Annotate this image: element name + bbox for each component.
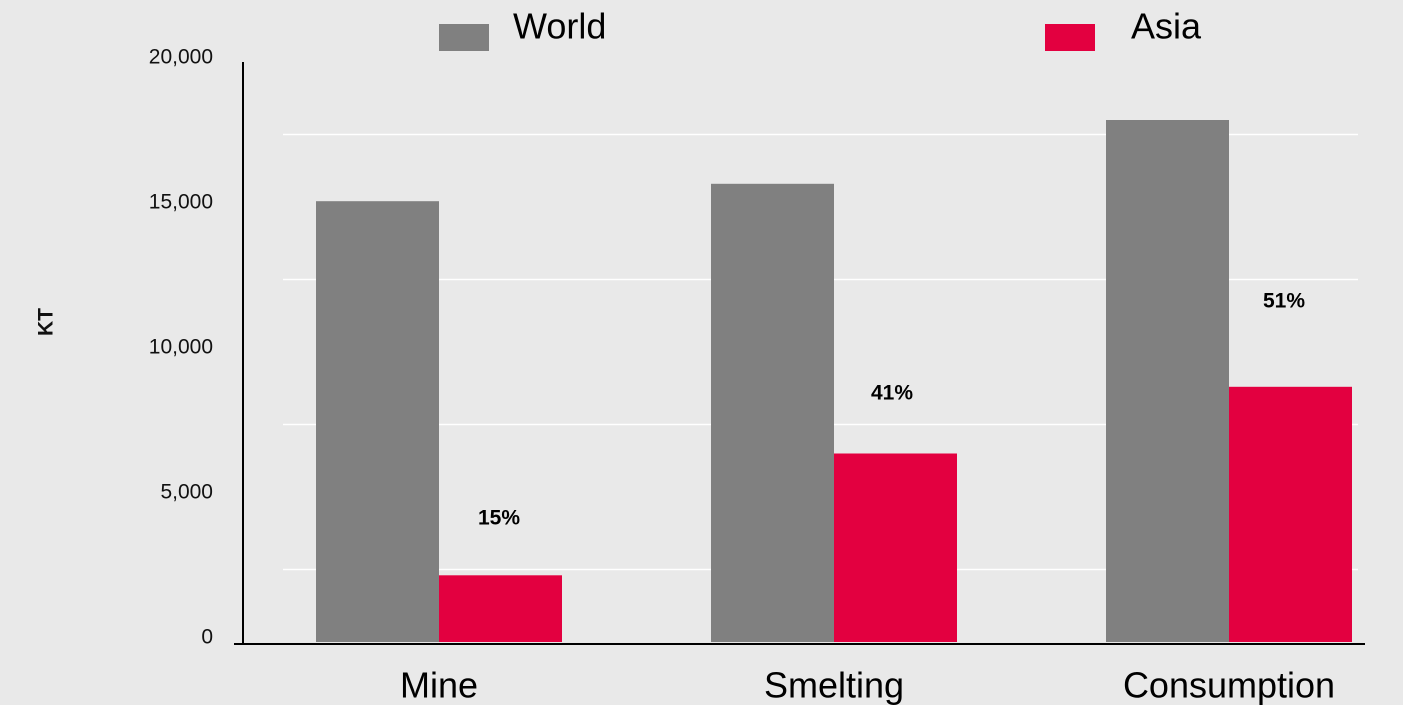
data-label: 51%: [1263, 290, 1305, 313]
x-tick-label: Consumption: [1123, 665, 1335, 705]
bars: [316, 120, 1352, 643]
data-label: 15%: [478, 507, 520, 530]
legend-swatch-asia: [1045, 24, 1095, 51]
bar-asia-smelting: [834, 453, 957, 642]
bar-world-consumption: [1106, 120, 1229, 642]
bar-world-smelting: [711, 183, 834, 643]
legend-swatch-world: [439, 24, 489, 51]
x-tick-label: Mine: [400, 665, 478, 705]
bar-asia-mine: [439, 575, 562, 642]
y-tick-label: 20,000: [149, 46, 213, 69]
y-tick-label: 10,000: [149, 336, 213, 359]
axes: [234, 62, 1365, 645]
legend-label-asia: Asia: [1131, 6, 1202, 47]
bar-world-mine: [316, 201, 439, 642]
y-tick-label: 0: [201, 626, 213, 649]
y-axis-label: KT: [35, 308, 58, 336]
bar-asia-consumption: [1229, 386, 1352, 642]
labels: 0 5,000 10,000 15,000 20,000 KT Mine Smelting Co…: [35, 46, 1336, 705]
legend: World Asia: [439, 6, 1202, 51]
x-tick-label: Smelting: [764, 665, 904, 705]
y-tick-label: 15,000: [149, 191, 213, 214]
y-tick-label: 5,000: [160, 481, 213, 504]
legend-label-world: World: [513, 6, 606, 47]
data-label: 41%: [871, 382, 913, 405]
